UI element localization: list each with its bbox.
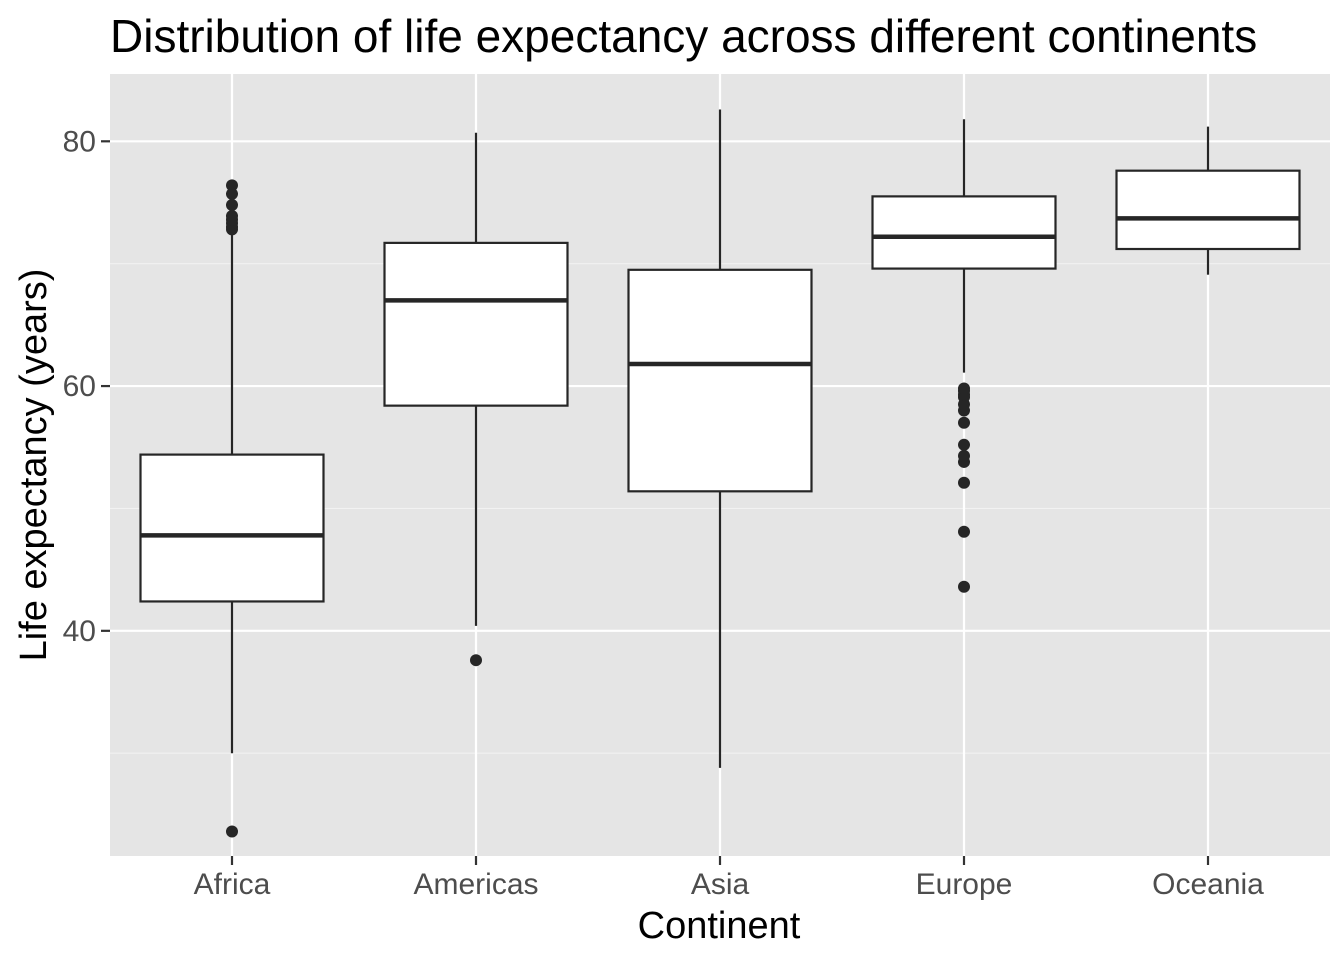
outlier-point <box>226 187 238 200</box>
x-tick-label: Oceania <box>1152 868 1264 901</box>
outlier-point <box>226 209 238 222</box>
y-tick-label: 80 <box>63 125 96 158</box>
outlier-point <box>958 449 970 462</box>
y-tick-label: 60 <box>63 370 96 403</box>
outlier-point <box>958 525 970 538</box>
y-tick-label: 40 <box>63 615 96 648</box>
box-oceania <box>1115 126 1301 275</box>
interquartile-box <box>1115 169 1301 251</box>
outlier-point <box>958 580 970 593</box>
y-axis-title: Life expectancy (years) <box>13 269 55 662</box>
outlier-point <box>470 654 482 667</box>
box-europe <box>871 119 1057 593</box>
chart-title: Distribution of life expectancy across d… <box>110 10 1257 62</box>
outlier-point <box>958 476 970 489</box>
outlier-point <box>226 825 238 838</box>
box-africa <box>139 179 325 838</box>
box-americas <box>383 132 569 667</box>
outlier-point <box>958 438 970 451</box>
box-series <box>139 109 1301 838</box>
outlier-point <box>226 179 238 192</box>
interquartile-box <box>139 453 325 603</box>
outlier-point <box>958 382 970 395</box>
interquartile-box <box>627 268 813 493</box>
x-axis: Africa Americas Asia Europe Oceania <box>194 856 1264 901</box>
x-tick-label: Africa <box>194 868 271 901</box>
x-tick-label: Europe <box>916 868 1013 901</box>
x-tick-label: Americas <box>413 868 538 901</box>
outlier-point <box>226 198 238 211</box>
interquartile-box <box>871 195 1057 270</box>
x-tick-label: Asia <box>691 868 750 901</box>
y-axis: 40 60 80 <box>63 125 110 648</box>
box-asia <box>627 109 813 768</box>
x-axis-title: Continent <box>638 905 801 947</box>
interquartile-box <box>383 241 569 407</box>
outlier-point <box>958 416 970 429</box>
